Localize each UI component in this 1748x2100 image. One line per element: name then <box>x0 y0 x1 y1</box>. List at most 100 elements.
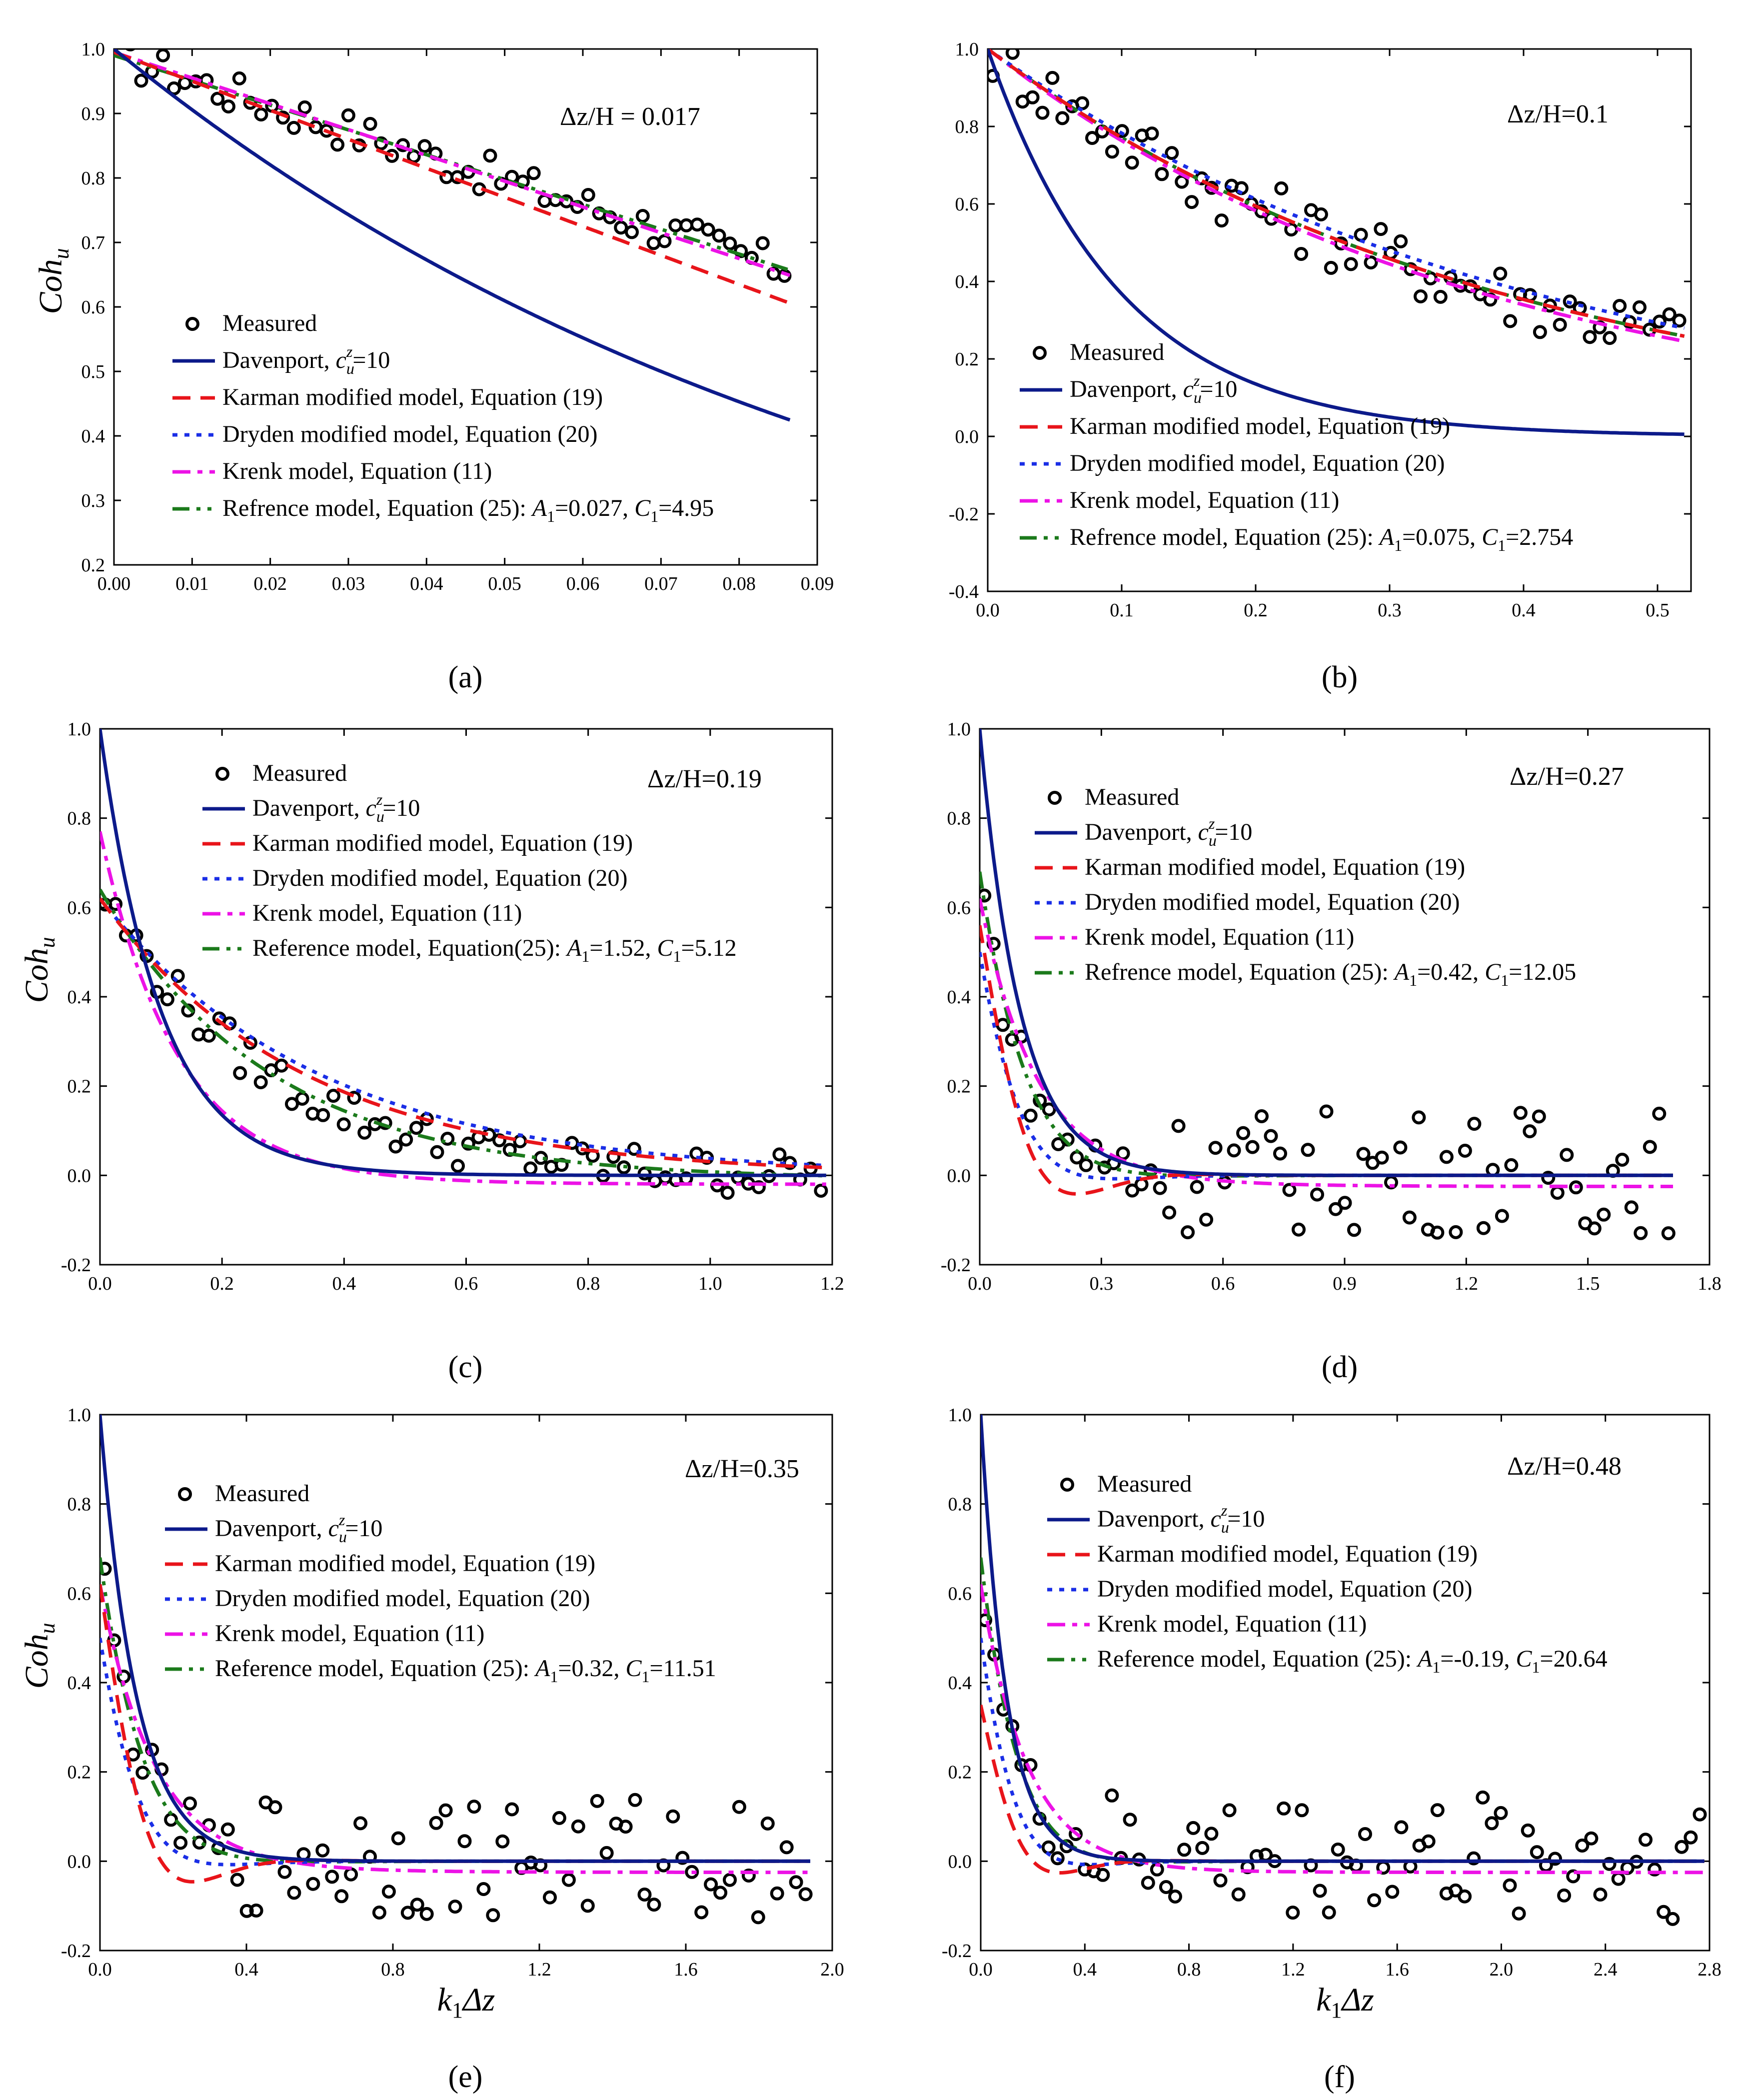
legend-davenport-label: Davenport, cuz=10 <box>215 1511 382 1546</box>
measured-point <box>363 116 377 131</box>
measured-point <box>1587 1221 1602 1236</box>
measured-point <box>1347 1223 1361 1237</box>
measured-point <box>666 1809 680 1824</box>
x-tick-label: 1.2 <box>1281 1959 1305 1980</box>
y-tick-label: 0.4 <box>947 987 971 1008</box>
measured-point <box>430 1145 444 1159</box>
measured-point <box>1168 1890 1182 1904</box>
y-tick-label: -0.2 <box>949 504 979 525</box>
measured-point <box>685 1865 699 1879</box>
measured-point <box>170 969 185 983</box>
measured-point <box>1394 234 1408 248</box>
legend-karman-label: Karman modified model, Equation (19) <box>1070 413 1450 439</box>
dz-h-label: Δz/H=0.27 <box>1510 762 1624 791</box>
measured-point <box>417 139 432 153</box>
y-axis-label: Cohu <box>18 937 59 1003</box>
measured-point <box>1476 1790 1490 1805</box>
legend-measured-label: Measured <box>252 760 347 786</box>
x-tick-label: 0.04 <box>410 573 443 594</box>
measured-point <box>1553 317 1567 332</box>
measured-point <box>1533 325 1547 339</box>
measured-point <box>1190 1180 1204 1194</box>
dz-h-label: Δz/H = 0.017 <box>560 102 700 131</box>
measured-point <box>325 1870 339 1884</box>
x-tick-label: 0.0 <box>976 600 1000 621</box>
legend-krenk-label: Krenk model, Equation (11) <box>252 900 522 926</box>
y-tick-label: 0.6 <box>81 297 105 318</box>
measured-point <box>646 236 661 250</box>
krenk-curve <box>980 898 1673 1188</box>
measured-point <box>997 34 1008 45</box>
measured-point <box>1643 1140 1657 1154</box>
legend: Measured Davenport, cuz=10 Karman modified… <box>172 310 714 525</box>
measured-point <box>1227 1143 1241 1158</box>
measured-point <box>526 166 541 180</box>
legend-measured-label: Measured <box>215 1480 309 1507</box>
measured-point <box>1165 146 1179 160</box>
karman-curve <box>988 49 1685 338</box>
x-tick-label: 0.4 <box>1073 1959 1097 1980</box>
measured-points <box>118 49 792 283</box>
measured-point <box>1421 1834 1436 1849</box>
x-tick-label: 0.0 <box>968 1273 992 1294</box>
measured-point <box>635 209 650 223</box>
measured-point <box>505 1802 519 1817</box>
measured-point <box>1666 1912 1680 1926</box>
measured-point <box>1439 1150 1454 1164</box>
measured-point <box>286 120 301 135</box>
measured-point <box>295 1092 309 1106</box>
y-tick-label: 1.0 <box>955 39 979 60</box>
y-tick-label: 0.8 <box>948 1494 972 1515</box>
measured-point <box>249 1904 263 1918</box>
measured-point <box>657 234 672 248</box>
measured-point <box>1105 1788 1119 1803</box>
measured-point <box>1513 1106 1528 1120</box>
measured-point <box>1639 1833 1653 1847</box>
measured-point <box>1295 1803 1309 1818</box>
legend-krenk-label: Krenk model, Equation (11) <box>222 458 492 484</box>
measured-point <box>385 148 399 163</box>
measured-point <box>647 1898 661 1912</box>
measured-point <box>755 236 770 250</box>
measured-point <box>1367 1893 1382 1908</box>
measured-point <box>1125 155 1139 170</box>
legend-reference-label: Refrence model, Equation (25): A1=0.027,… <box>222 495 714 525</box>
measured-point <box>1615 1153 1630 1167</box>
measured-point <box>316 1108 330 1122</box>
measured-point <box>239 1904 254 1918</box>
y-tick-label: 0.8 <box>81 168 105 189</box>
measured-point <box>409 1121 423 1135</box>
measured-point <box>330 137 345 152</box>
measured-point <box>1494 1806 1508 1820</box>
measured-point <box>1195 1841 1210 1855</box>
measured-point <box>210 91 225 106</box>
y-tick-label: 1.0 <box>81 39 105 60</box>
legend: Measured Davenport, cuz=10 Karman modified… <box>165 1480 716 1686</box>
measured-point <box>1458 1144 1472 1158</box>
measured-point <box>1185 195 1199 209</box>
measured-point <box>980 888 992 903</box>
reference-curve <box>981 1557 1705 1864</box>
measured-point <box>1236 1126 1251 1140</box>
measured-point <box>253 1075 268 1089</box>
x-tick-label: 0.07 <box>644 573 678 594</box>
legend-reference-label: Refrence model, Equation (25): A1=0.42, … <box>1085 959 1576 989</box>
plot-frame <box>987 48 1692 592</box>
y-tick-label: 0.6 <box>955 194 979 215</box>
dryden-curve <box>988 49 1685 330</box>
y-tick-label: 0.8 <box>67 808 91 829</box>
measured-point <box>720 1186 735 1200</box>
x-tick-label: 0.6 <box>454 1273 478 1294</box>
x-tick-label: 0.4 <box>234 1959 258 1980</box>
measured-point <box>1274 181 1289 195</box>
chart-panel-c: 0.0 0.2 0.4 0.6 0.8 1.0 1.2-0.20.00.20.40.60.8… <box>18 719 844 1384</box>
measured-point <box>183 1796 197 1811</box>
measured-point <box>1675 1840 1689 1854</box>
measured-point <box>1541 1171 1556 1185</box>
x-tick-label: 0.4 <box>1512 600 1536 621</box>
dz-h-label: Δz/H=0.1 <box>1507 100 1609 128</box>
measured-point <box>1105 144 1119 159</box>
measured-point <box>770 1886 784 1901</box>
measured-point <box>1652 314 1667 329</box>
